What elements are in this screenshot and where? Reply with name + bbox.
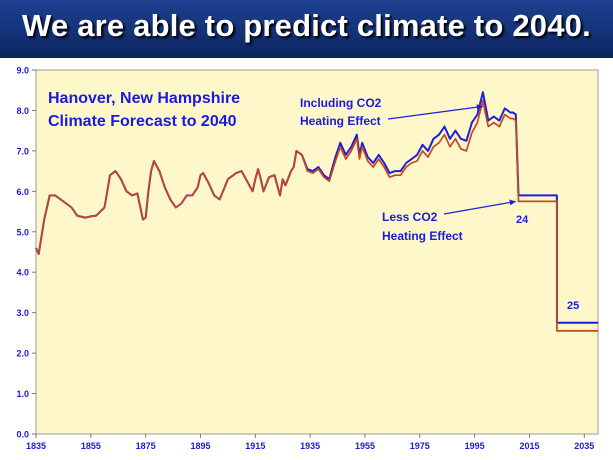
climate-forecast-chart: 0.01.02.03.04.05.06.07.08.09.0 1835 1855 1… xyxy=(16,66,599,451)
y-tick-label: 3.0 xyxy=(16,308,29,318)
step-label-24: 24 xyxy=(516,214,529,226)
chart-title-line-1: Hanover, New Hampshire xyxy=(48,90,240,107)
y-tick-label: 8.0 xyxy=(16,106,29,116)
title-banner: We are able to predict climate to 2040. xyxy=(0,0,613,58)
y-axis: 0.0 1.0 2.0 3.0 4.0 5.0 6.0 7.0 8.0 9.0 xyxy=(16,66,36,440)
y-tick-label: 4.0 xyxy=(16,268,29,278)
y-tick-label: 6.0 xyxy=(16,187,29,197)
less-co2-label-line-1: Less CO2 xyxy=(382,210,438,224)
y-tick-label: 2.0 xyxy=(16,349,29,359)
banner-title: We are able to predict climate to 2040. xyxy=(22,8,591,43)
y-tick-label: 5.0 xyxy=(16,227,29,237)
x-tick-label: 2035 xyxy=(574,441,594,451)
y-tick-label: 9.0 xyxy=(16,66,29,76)
y-tick-label: 1.0 xyxy=(16,389,29,399)
x-tick-label: 2015 xyxy=(519,441,539,451)
x-tick-label: 1995 xyxy=(465,441,485,451)
including-co2-arrow-head xyxy=(476,104,483,111)
x-tick-label: 1855 xyxy=(81,441,101,451)
x-tick-label: 1935 xyxy=(300,441,320,451)
x-tick-label: 1875 xyxy=(136,441,156,451)
including-co2-label-line-1: Including CO2 xyxy=(300,96,382,110)
less-co2-arrow-head xyxy=(509,199,516,206)
x-axis: 1835 1855 1875 1895 1915 1935 1955 1975 1995 2015… xyxy=(26,434,594,451)
including-co2-label-line-2: Heating Effect xyxy=(300,114,381,128)
less-co2-arrow xyxy=(443,200,516,215)
including-co2-arrow xyxy=(387,105,483,120)
y-tick-label: 7.0 xyxy=(16,146,29,156)
x-tick-label: 1915 xyxy=(245,441,265,451)
series-layer xyxy=(35,91,598,332)
less-co2-series-line xyxy=(35,99,598,332)
plot-area xyxy=(35,69,599,435)
x-tick-label: 1975 xyxy=(410,441,430,451)
y-tick-label: 0.0 xyxy=(16,430,29,440)
less-co2-label-line-2: Heating Effect xyxy=(382,229,463,243)
chart-title-line-2: Climate Forecast to 2040 xyxy=(48,113,237,130)
x-tick-label: 1835 xyxy=(26,441,46,451)
step-label-25: 25 xyxy=(567,300,579,312)
annotation-arrows xyxy=(387,104,516,215)
x-tick-label: 1895 xyxy=(190,441,210,451)
x-tick-label: 1955 xyxy=(355,441,375,451)
